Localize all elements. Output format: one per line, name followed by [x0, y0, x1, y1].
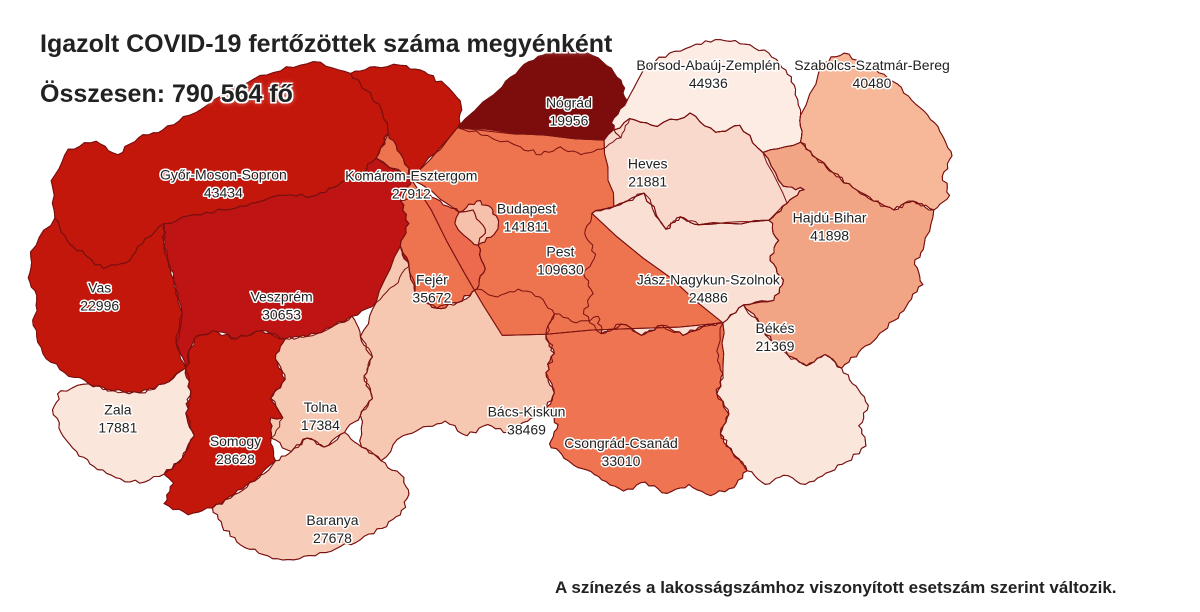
svg-text:33010: 33010: [602, 453, 641, 469]
svg-text:Borsod-Abaúj-Zemplén: Borsod-Abaúj-Zemplén: [636, 57, 780, 73]
svg-text:Hajdú-Bihar: Hajdú-Bihar: [793, 210, 867, 226]
svg-text:44936: 44936: [689, 75, 728, 91]
svg-text:Budapest: Budapest: [497, 200, 556, 216]
svg-text:43434: 43434: [204, 185, 243, 201]
svg-text:Szabolcs-Szatmár-Bereg: Szabolcs-Szatmár-Bereg: [794, 57, 950, 73]
svg-text:28628: 28628: [216, 451, 255, 467]
svg-text:Nógrád: Nógrád: [546, 94, 592, 110]
svg-text:21369: 21369: [756, 338, 795, 354]
svg-text:Heves: Heves: [628, 155, 668, 171]
svg-text:141811: 141811: [504, 218, 550, 234]
svg-text:17881: 17881: [98, 419, 137, 435]
svg-text:Jász-Nagykun-Szolnok: Jász-Nagykun-Szolnok: [637, 272, 781, 288]
svg-text:27678: 27678: [313, 530, 352, 546]
svg-text:19956: 19956: [549, 112, 588, 128]
svg-text:Vas: Vas: [88, 280, 111, 296]
svg-text:27912: 27912: [392, 186, 431, 202]
svg-text:Csongrád-Csanád: Csongrád-Csanád: [564, 435, 678, 451]
svg-text:Pest: Pest: [546, 243, 574, 259]
svg-text:Békés: Békés: [756, 320, 795, 336]
svg-text:35672: 35672: [412, 290, 451, 306]
svg-text:41898: 41898: [810, 228, 849, 244]
svg-text:Zala: Zala: [104, 401, 131, 417]
svg-text:Győr-Moson-Sopron: Győr-Moson-Sopron: [160, 167, 287, 183]
svg-text:21881: 21881: [628, 173, 667, 189]
svg-text:17384: 17384: [301, 417, 340, 433]
svg-text:Baranya: Baranya: [306, 512, 358, 528]
svg-text:30653: 30653: [262, 307, 301, 323]
svg-text:Bács-Kiskun: Bács-Kiskun: [488, 404, 566, 420]
svg-text:22996: 22996: [80, 298, 119, 314]
svg-text:Veszprém: Veszprém: [250, 289, 312, 305]
svg-text:38469: 38469: [507, 422, 546, 438]
svg-text:Tolna: Tolna: [304, 399, 338, 415]
svg-text:Somogy: Somogy: [210, 433, 261, 449]
svg-text:24886: 24886: [689, 290, 728, 306]
svg-text:Komárom-Esztergom: Komárom-Esztergom: [345, 168, 477, 184]
svg-text:40480: 40480: [853, 75, 892, 91]
svg-text:109630: 109630: [537, 261, 584, 277]
svg-text:Fejér: Fejér: [416, 272, 448, 288]
